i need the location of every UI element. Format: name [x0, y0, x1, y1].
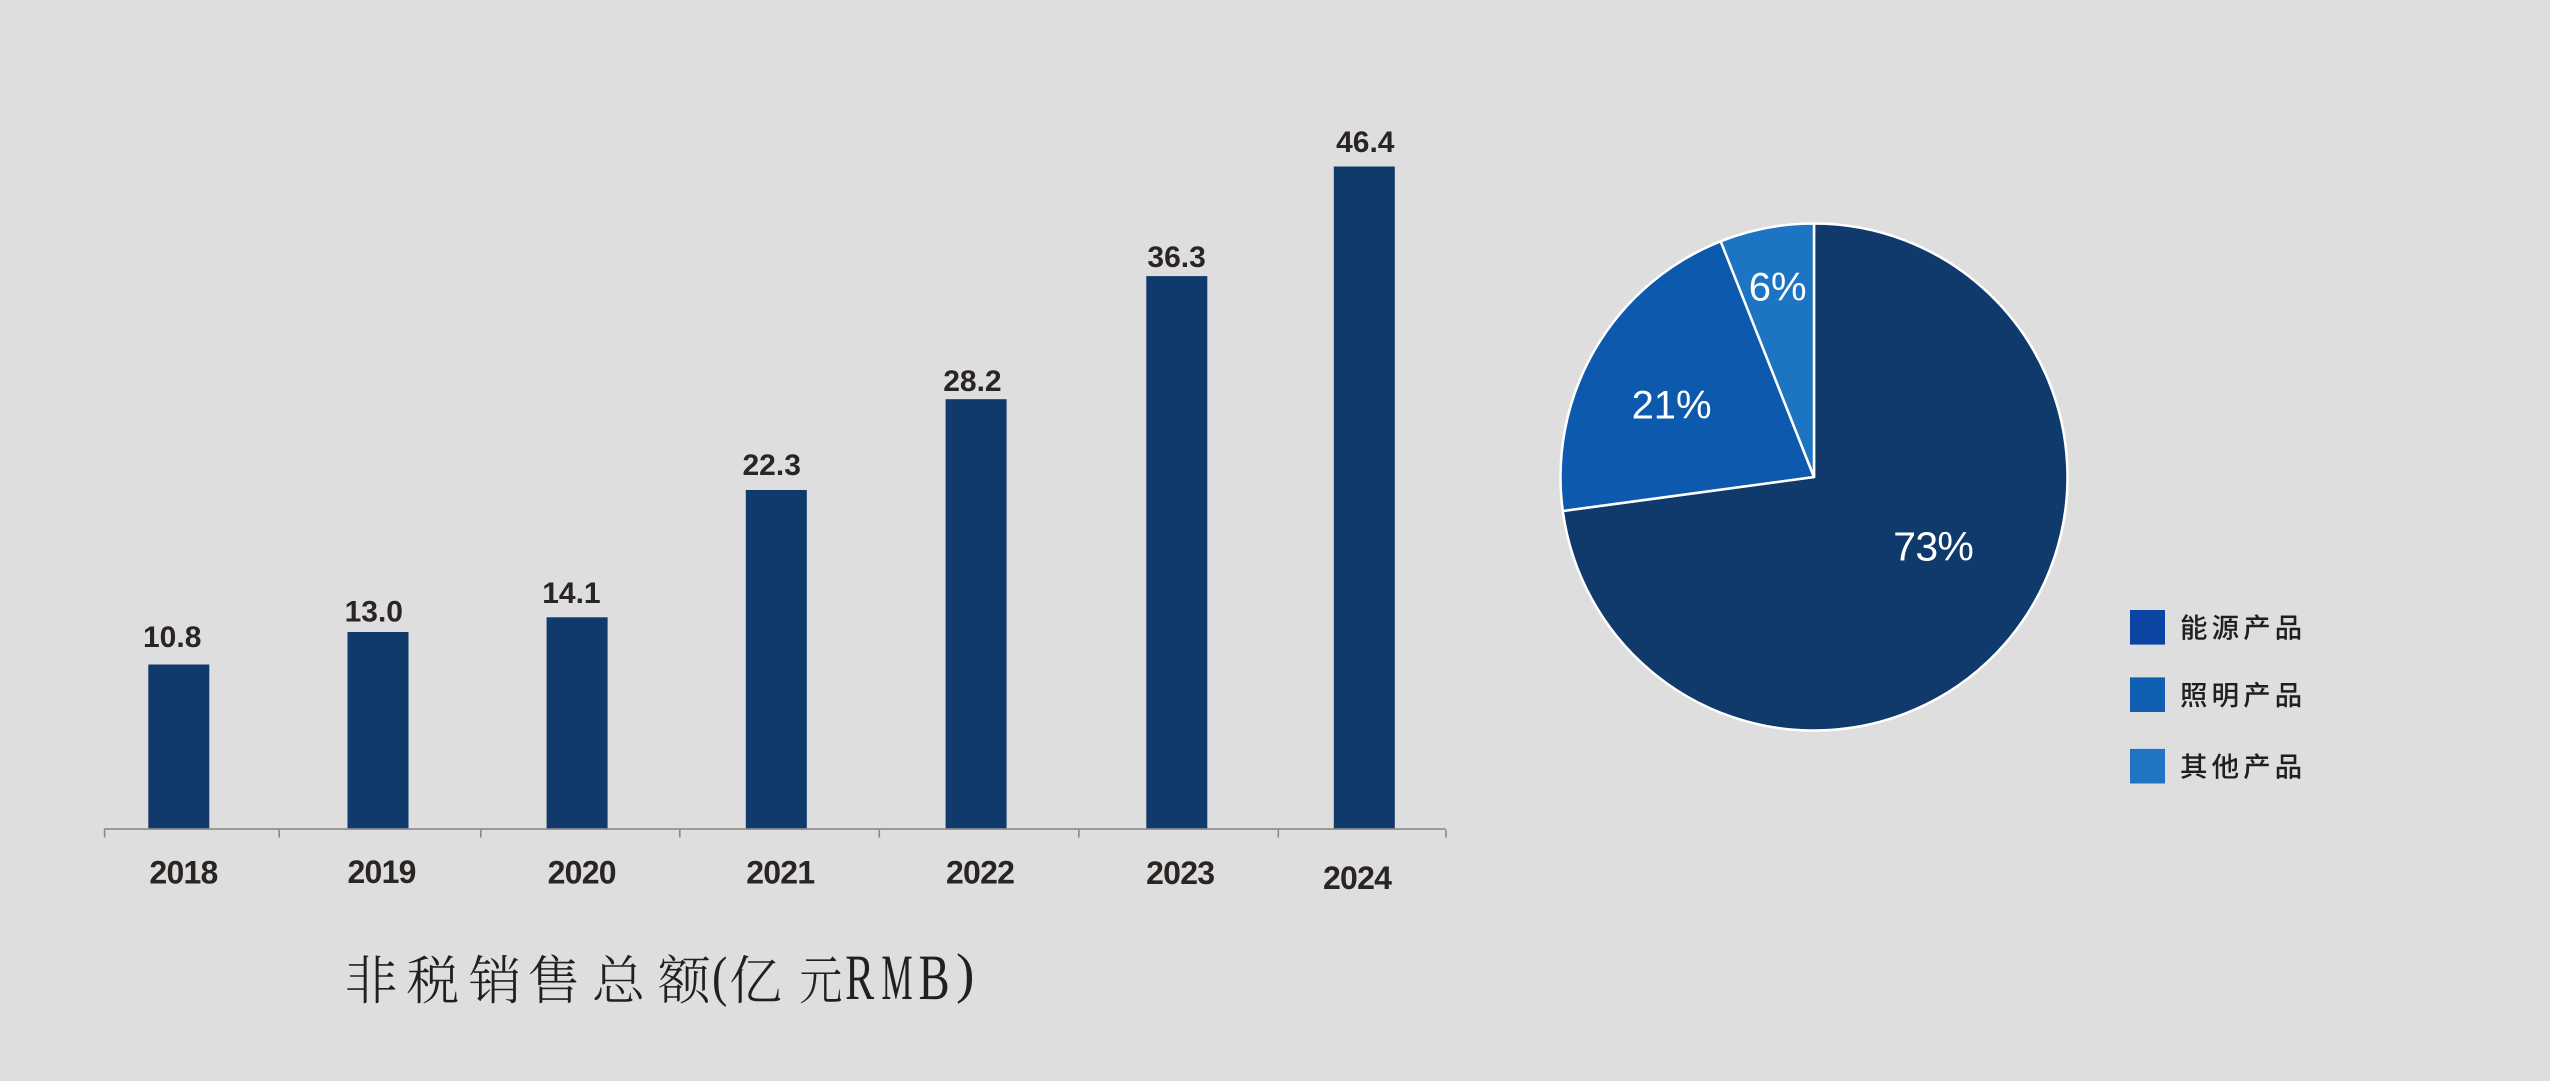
svg-text:22.3: 22.3: [743, 449, 801, 482]
svg-text:2020: 2020: [548, 855, 616, 891]
svg-text:2023: 2023: [1146, 855, 1214, 891]
svg-text:2021: 2021: [746, 855, 814, 891]
svg-text:28.2: 28.2: [943, 365, 1001, 398]
svg-text:10.8: 10.8: [143, 621, 201, 654]
svg-text:46.4: 46.4: [1336, 126, 1395, 159]
svg-text:2019: 2019: [348, 854, 416, 890]
svg-text:2018: 2018: [149, 855, 217, 891]
svg-text:21%: 21%: [1632, 383, 1712, 427]
svg-text:73%: 73%: [1893, 524, 1973, 570]
svg-text:6%: 6%: [1749, 266, 1807, 310]
svg-text:2024: 2024: [1323, 860, 1392, 896]
svg-text:2022: 2022: [946, 855, 1014, 891]
svg-text:13.0: 13.0: [345, 595, 403, 628]
svg-text:14.1: 14.1: [542, 577, 600, 610]
svg-text:36.3: 36.3: [1147, 241, 1205, 274]
